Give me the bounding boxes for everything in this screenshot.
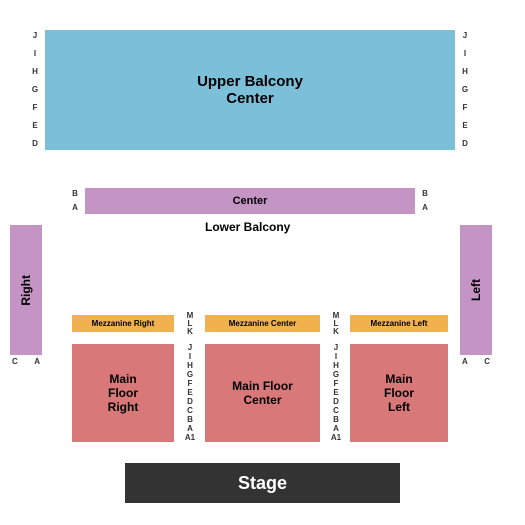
mezz-left-label: Mezzanine Left xyxy=(371,319,428,328)
mezz-rows-left-aisle: MLK xyxy=(184,312,196,335)
main-rows-right-aisle: JIHGFEDCBAA1 xyxy=(330,344,342,442)
section-main-floor-left[interactable]: Main Floor Left xyxy=(350,344,448,442)
section-mezzanine-left[interactable]: Mezzanine Left xyxy=(350,315,448,332)
stage-label: Stage xyxy=(238,473,287,494)
upper-balcony-rows-right: JIHGFED xyxy=(460,32,470,148)
side-right-label: Right xyxy=(19,275,33,306)
mezz-center-label: Mezzanine Center xyxy=(229,319,297,328)
section-main-floor-center[interactable]: Main Floor Center xyxy=(205,344,320,442)
seating-chart: Upper Balcony Center JIHGFED JIHGFED Cen… xyxy=(0,0,525,525)
section-balcony-left[interactable]: Left xyxy=(460,225,492,355)
main-center-label: Main Floor Center xyxy=(232,379,293,407)
section-main-floor-right[interactable]: Main Floor Right xyxy=(72,344,174,442)
upper-balcony-label: Upper Balcony Center xyxy=(197,73,303,107)
side-left-rows: AC xyxy=(462,358,490,368)
main-rows-left-aisle: JIHGFEDCBAA1 xyxy=(184,344,196,442)
center-label: Center xyxy=(233,195,268,207)
lower-balcony-label: Lower Balcony xyxy=(205,220,290,234)
section-center-balcony[interactable]: Center xyxy=(85,188,415,214)
center-rows-left: BA xyxy=(70,190,80,212)
main-left-label: Main Floor Left xyxy=(384,372,414,414)
center-rows-right: BA xyxy=(420,190,430,212)
upper-balcony-rows-left: JIHGFED xyxy=(30,32,40,148)
side-left-label: Left xyxy=(469,279,483,301)
mezz-right-label: Mezzanine Right xyxy=(92,319,155,328)
section-mezzanine-center[interactable]: Mezzanine Center xyxy=(205,315,320,332)
section-balcony-right[interactable]: Right xyxy=(10,225,42,355)
main-right-label: Main Floor Right xyxy=(108,372,139,414)
section-mezzanine-right[interactable]: Mezzanine Right xyxy=(72,315,174,332)
side-right-rows: CA xyxy=(12,358,40,368)
section-upper-balcony[interactable]: Upper Balcony Center xyxy=(45,30,455,150)
mezz-rows-right-aisle: MLK xyxy=(330,312,342,335)
stage: Stage xyxy=(125,463,400,503)
